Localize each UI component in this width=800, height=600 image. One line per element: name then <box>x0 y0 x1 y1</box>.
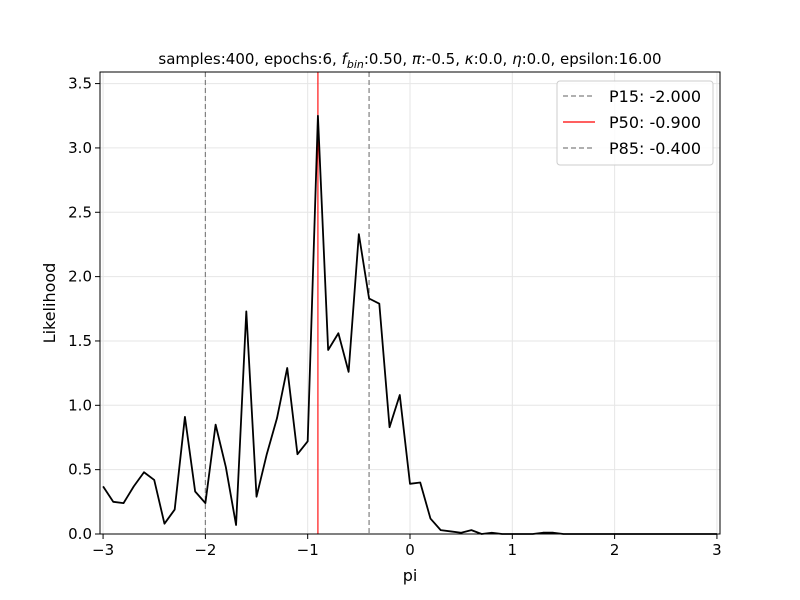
y-tick-label: 1.0 <box>68 396 92 414</box>
y-tick-label: 0.5 <box>68 461 92 479</box>
x-tick-label: −3 <box>92 541 114 559</box>
y-tick-label: 3.5 <box>68 75 92 93</box>
x-tick-label: −1 <box>297 541 319 559</box>
y-tick-label: 3.0 <box>68 139 92 157</box>
y-tick-label: 1.5 <box>68 332 92 350</box>
x-tick-label: 1 <box>508 541 518 559</box>
chart-title-part: η <box>512 50 522 68</box>
chart-title-part: samples:400, epochs:6, <box>158 50 341 68</box>
chart-title-part: bin <box>347 58 364 71</box>
reference-lines <box>204 72 370 534</box>
chart-title-part: :-0.5, <box>421 50 465 68</box>
legend-label: P50: -0.900 <box>609 113 701 132</box>
chart-title-part: :0.50, <box>364 50 412 68</box>
y-tick-label: 2.5 <box>68 203 92 221</box>
x-tick-label: −2 <box>194 541 216 559</box>
y-axis-label: Likelihood <box>40 263 59 344</box>
legend: P15: -2.000 P50: -0.900 P85: -0.400 <box>556 80 714 166</box>
y-tick-label: 0.0 <box>68 525 92 543</box>
y-axis-ticks: 0.0 0.5 1.0 1.5 2.0 2.5 3.0 3.5 <box>68 75 100 543</box>
legend-box <box>556 80 714 166</box>
chart-title-part: :0.0, epsilon:16.00 <box>522 50 662 68</box>
x-tick-label: 2 <box>610 541 620 559</box>
legend-label: P85: -0.400 <box>609 139 701 158</box>
y-tick-label: 2.0 <box>68 268 92 286</box>
x-axis-label: pi <box>403 566 418 585</box>
chart-title-part: κ <box>465 50 474 68</box>
chart-title-part: π <box>412 50 422 68</box>
chart-title-part: :0.0, <box>474 50 512 68</box>
x-tick-label: 3 <box>712 541 722 559</box>
chart-title: samples:400, epochs:6, fbin:0.50, π:-0.5… <box>158 50 661 71</box>
x-axis-ticks: −3 −2 −1 0 1 2 3 <box>92 534 722 559</box>
x-tick-label: 0 <box>405 541 415 559</box>
legend-label: P15: -2.000 <box>609 87 701 106</box>
chart-title-part: f <box>342 50 350 68</box>
